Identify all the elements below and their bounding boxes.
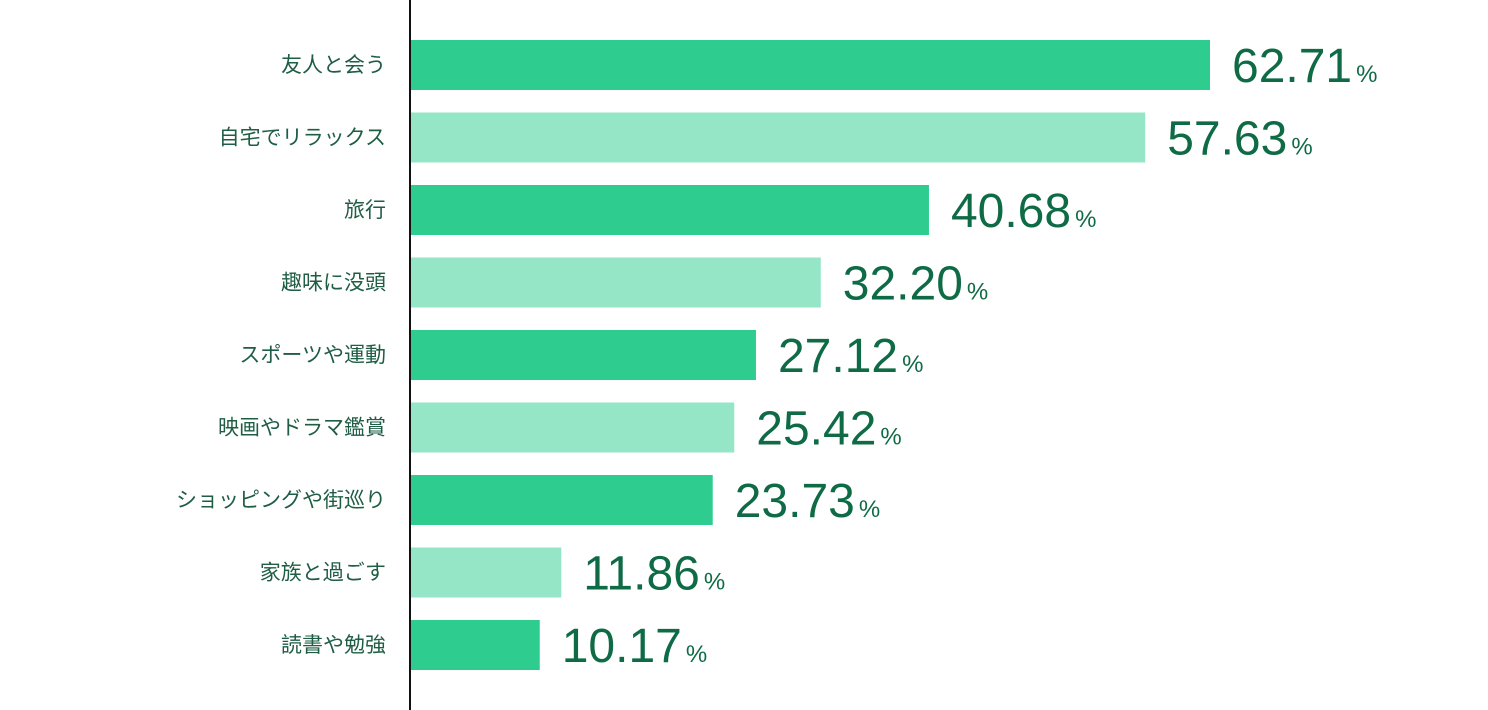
bar-6 (410, 402, 735, 453)
value-label-8: 11.86% (583, 548, 725, 601)
value-number-9: 10.17 (562, 620, 682, 673)
category-label-2: 自宅でリラックス (219, 126, 386, 150)
value-labels: 62.71 %57.63 %40.68 %32.20 %27.12 %25.42 %23.7… (562, 40, 1378, 673)
bar-9 (410, 620, 540, 670)
value-label-6: 25.42% (756, 403, 901, 456)
bars-layer (410, 40, 1210, 670)
category-label-5: スポーツや運動 (239, 343, 386, 367)
bar-8 (410, 547, 562, 598)
value-label-7: 23.73% (735, 475, 880, 528)
category-labels: 友人と会う自宅でリラックス旅行趣味に没頭スポーツや運動映画やドラマ鑑賞ショッピン… (176, 53, 386, 657)
value-number-7: 23.73 (735, 475, 855, 528)
category-label-3: 旅行 (344, 198, 386, 222)
value-unit-7: % (859, 496, 880, 523)
value-number-8: 11.86 (583, 548, 700, 601)
value-number-4: 32.20 (843, 258, 963, 311)
value-label-1: 62.71% (1232, 40, 1377, 93)
bar-7 (410, 475, 713, 525)
value-number-5: 27.12 (778, 330, 898, 383)
category-label-7: ショッピングや街巡り (176, 488, 386, 512)
value-label-9: 10.17% (562, 620, 707, 673)
value-unit-2: % (1291, 134, 1312, 161)
category-label-4: 趣味に没頭 (281, 271, 386, 295)
bar-4 (410, 257, 821, 308)
value-unit-4: % (967, 279, 988, 306)
bar-5 (410, 330, 756, 380)
value-label-4: 32.20% (843, 258, 988, 311)
value-unit-1: % (1356, 61, 1377, 88)
value-number-1: 62.71 (1232, 40, 1352, 93)
value-unit-6: % (880, 424, 901, 451)
value-number-3: 40.68 (951, 185, 1071, 238)
value-number-2: 57.63 (1167, 113, 1287, 166)
value-label-2: 57.63% (1167, 113, 1312, 166)
category-label-8: 家族と過ごす (260, 561, 386, 585)
category-label-6: 映画やドラマ鑑賞 (218, 416, 386, 440)
category-label-1: 友人と会う (281, 53, 386, 77)
value-unit-8: % (704, 569, 725, 596)
value-label-5: 27.12% (778, 330, 923, 383)
value-label-3: 40.68% (951, 185, 1096, 238)
bar-3 (410, 185, 929, 235)
value-unit-3: % (1075, 206, 1096, 233)
value-number-6: 25.42 (756, 403, 876, 456)
category-label-9: 読書や勉強 (281, 633, 386, 657)
bar-1 (410, 40, 1210, 90)
value-unit-9: % (686, 641, 707, 668)
value-unit-5: % (902, 351, 923, 378)
bar-2 (410, 112, 1146, 163)
